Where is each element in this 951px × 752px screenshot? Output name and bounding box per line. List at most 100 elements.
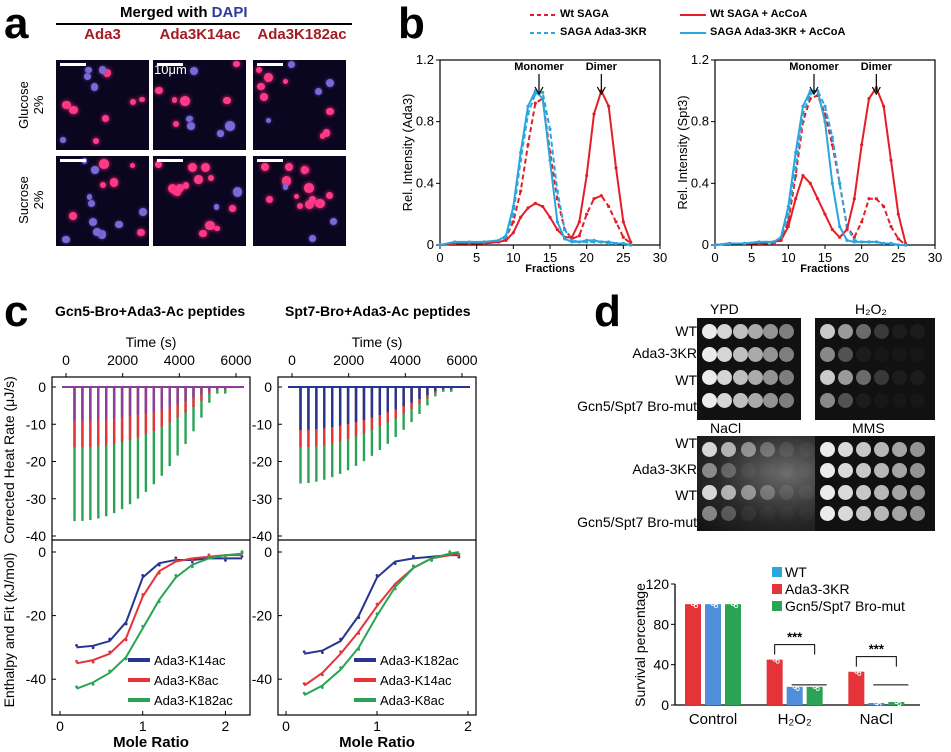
plate-title-h2o2: H₂O₂ bbox=[855, 301, 887, 317]
scale-bar bbox=[157, 159, 183, 162]
data-point bbox=[904, 243, 908, 247]
dimer-label: Dimer bbox=[861, 61, 893, 73]
yeast-spot bbox=[702, 393, 717, 408]
enthalpy-point bbox=[448, 550, 452, 553]
enthalpy-point bbox=[174, 574, 178, 577]
time-tick-label: 2000 bbox=[107, 352, 138, 368]
cell bbox=[171, 187, 179, 195]
series-line-1 bbox=[439, 91, 631, 246]
yeast-spot bbox=[910, 442, 925, 457]
yeast-spot bbox=[856, 463, 871, 479]
cell bbox=[208, 175, 215, 181]
x-tick-label: 20 bbox=[579, 250, 593, 265]
data-point bbox=[713, 243, 717, 247]
replicate-dot bbox=[874, 700, 879, 705]
yeast-spot bbox=[838, 442, 853, 457]
data-point bbox=[882, 241, 886, 246]
data-point bbox=[526, 206, 530, 210]
yeast-spot bbox=[910, 505, 925, 521]
yeast-spot bbox=[748, 370, 763, 385]
heat-y-tick-label: 0 bbox=[264, 379, 272, 395]
y-tick-label: 0.8 bbox=[416, 114, 434, 129]
yeast-spot bbox=[702, 442, 717, 457]
data-point bbox=[816, 197, 820, 201]
data-point bbox=[845, 227, 849, 232]
yeast-spot bbox=[838, 370, 853, 385]
x-tick-label: 10 bbox=[506, 250, 520, 265]
cell bbox=[137, 228, 145, 236]
mole-ratio-label: Mole Ratio bbox=[113, 734, 189, 751]
data-point bbox=[526, 104, 530, 108]
yeast-spot bbox=[874, 324, 889, 339]
enthalpy-point bbox=[224, 558, 227, 562]
enthalpy-point bbox=[108, 669, 112, 673]
cell bbox=[60, 137, 67, 143]
enthalpy-point bbox=[357, 632, 361, 635]
header-underline bbox=[56, 23, 352, 25]
yeast-spot bbox=[717, 370, 733, 385]
enthalpy-ylabel: Enthalpy and Fit (kJ/mol) bbox=[1, 553, 17, 708]
enthalpy-point bbox=[321, 686, 324, 689]
plate-mms bbox=[815, 436, 935, 531]
data-point bbox=[889, 158, 893, 162]
series-line-2 bbox=[714, 85, 907, 246]
x-tick-label: 25 bbox=[616, 250, 630, 265]
monomer-arrowhead bbox=[809, 86, 819, 96]
yeast-spot bbox=[763, 324, 779, 339]
data-point bbox=[541, 204, 545, 209]
legend-svg bbox=[530, 14, 706, 34]
enthalpy-point bbox=[157, 600, 161, 604]
yeast-spot bbox=[910, 484, 925, 500]
bar-1-0 bbox=[766, 659, 783, 705]
x-tick-label: 25 bbox=[891, 250, 905, 265]
yeast-spot bbox=[838, 463, 853, 479]
data-point bbox=[511, 220, 515, 224]
enthalpy-point bbox=[75, 659, 78, 663]
data-point bbox=[867, 240, 871, 244]
data-point bbox=[845, 238, 849, 242]
data-point bbox=[504, 234, 508, 238]
data-point bbox=[607, 104, 611, 108]
cell bbox=[256, 66, 262, 73]
cell bbox=[190, 67, 198, 76]
yeast-spot bbox=[874, 393, 889, 408]
enthalpy-point bbox=[224, 555, 227, 559]
cell bbox=[194, 174, 203, 184]
data-point bbox=[808, 181, 812, 185]
data-point bbox=[453, 240, 457, 244]
enthalpy-point bbox=[108, 637, 112, 641]
enthalpy-point bbox=[124, 638, 128, 642]
bar-1-1 bbox=[786, 686, 803, 705]
yeast-spot bbox=[874, 370, 889, 385]
y-axis-label: Rel. Intensity (Spt3) bbox=[675, 95, 690, 209]
cell bbox=[325, 192, 333, 200]
yeast-spot bbox=[778, 347, 794, 362]
plate-nacl bbox=[697, 436, 825, 531]
mole-x-tick-label: 0 bbox=[56, 718, 64, 734]
y-tick-label: 80 bbox=[653, 616, 669, 632]
cell bbox=[155, 160, 162, 168]
panel-b-legend bbox=[530, 2, 950, 52]
yeast-spot bbox=[721, 442, 737, 457]
cell bbox=[85, 66, 93, 74]
scale-bar bbox=[60, 159, 86, 162]
legend-swatch bbox=[772, 567, 782, 577]
x-tick-label: Control bbox=[689, 711, 737, 728]
yeast-spot bbox=[892, 324, 907, 339]
replicate-dot bbox=[894, 699, 899, 704]
cell bbox=[130, 98, 137, 105]
yeast-spot bbox=[779, 442, 795, 457]
data-point bbox=[852, 235, 856, 239]
cell bbox=[102, 115, 110, 123]
x-tick-label: 0 bbox=[436, 250, 443, 265]
x-tick-label: 30 bbox=[928, 250, 942, 265]
yeast-spot bbox=[732, 324, 748, 339]
data-point bbox=[896, 243, 900, 247]
yeast-spot bbox=[874, 442, 889, 457]
cell bbox=[88, 217, 98, 226]
enthalpy-point bbox=[321, 673, 324, 677]
yeast-spot bbox=[892, 347, 907, 362]
data-point bbox=[794, 166, 798, 170]
yeast-spot bbox=[820, 370, 835, 385]
cell bbox=[282, 78, 289, 85]
